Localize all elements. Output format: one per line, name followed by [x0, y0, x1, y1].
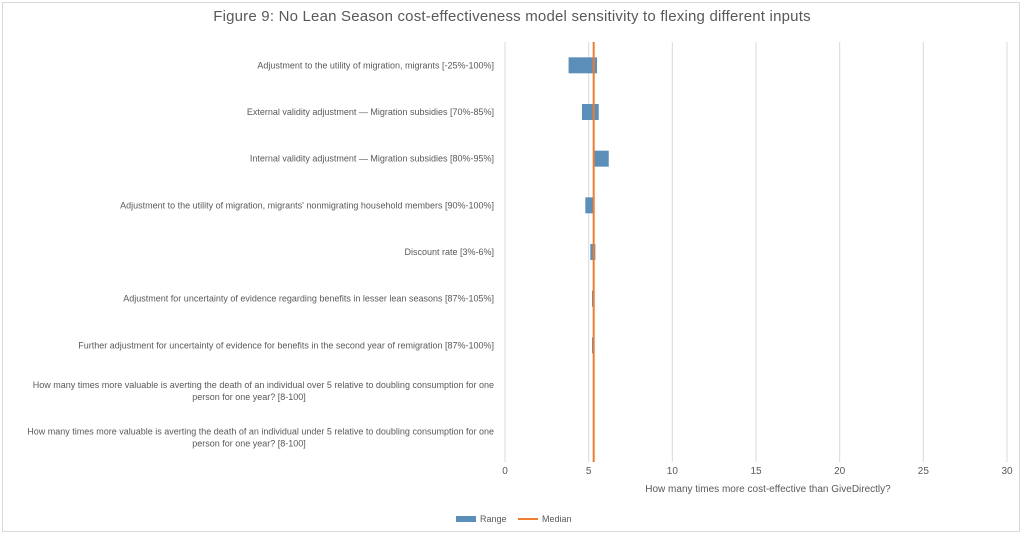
range-bar-3: [585, 197, 594, 214]
x-tick-label-4: 20: [834, 466, 846, 477]
legend-label-median: Median: [542, 514, 572, 524]
category-label-4: Discount rate [3%-6%]: [404, 247, 494, 257]
category-label-1: External validity adjustment — Migration…: [247, 107, 494, 117]
category-label-3: Adjustment to the utility of migration, …: [120, 200, 494, 210]
range-bar-2: [593, 150, 609, 167]
x-tick-label-3: 15: [750, 466, 762, 477]
legend-swatch-median: [518, 518, 538, 520]
x-axis-title: How many times more cost-effective than …: [645, 484, 891, 495]
category-label-6: Further adjustment for uncertainty of ev…: [78, 340, 494, 350]
category-label-7-line-2: person for one year? [8-100]: [192, 392, 306, 402]
chart-title: Figure 9: No Lean Season cost-effectiven…: [213, 8, 811, 25]
legend-label-range: Range: [480, 514, 507, 524]
x-tick-label-6: 30: [1001, 466, 1013, 477]
category-label-0: Adjustment to the utility of migration, …: [257, 60, 494, 70]
category-label-2: Internal validity adjustment — Migration…: [250, 154, 494, 164]
category-label-8-line-1: How many times more valuable is averting…: [27, 427, 494, 437]
x-tick-label-0: 0: [502, 466, 508, 477]
legend-item-median: Median: [518, 514, 572, 524]
tornado-chart: 0 5 10 15 20 25 30 How many times more cost-eff…: [27, 42, 1013, 495]
x-tick-label-5: 25: [918, 466, 930, 477]
x-tick-label-1: 5: [586, 466, 592, 477]
legend-swatch-range: [456, 516, 476, 522]
legend-item-range: Range: [456, 514, 507, 524]
category-label-7-line-1: How many times more valuable is averting…: [33, 380, 494, 390]
category-label-8-line-2: person for one year? [8-100]: [192, 439, 306, 449]
category-label-5: Adjustment for uncertainty of evidence r…: [123, 294, 494, 304]
range-bar-1: [581, 104, 599, 120]
range-bar-0: [568, 57, 598, 74]
x-tick-label-2: 10: [667, 466, 679, 477]
